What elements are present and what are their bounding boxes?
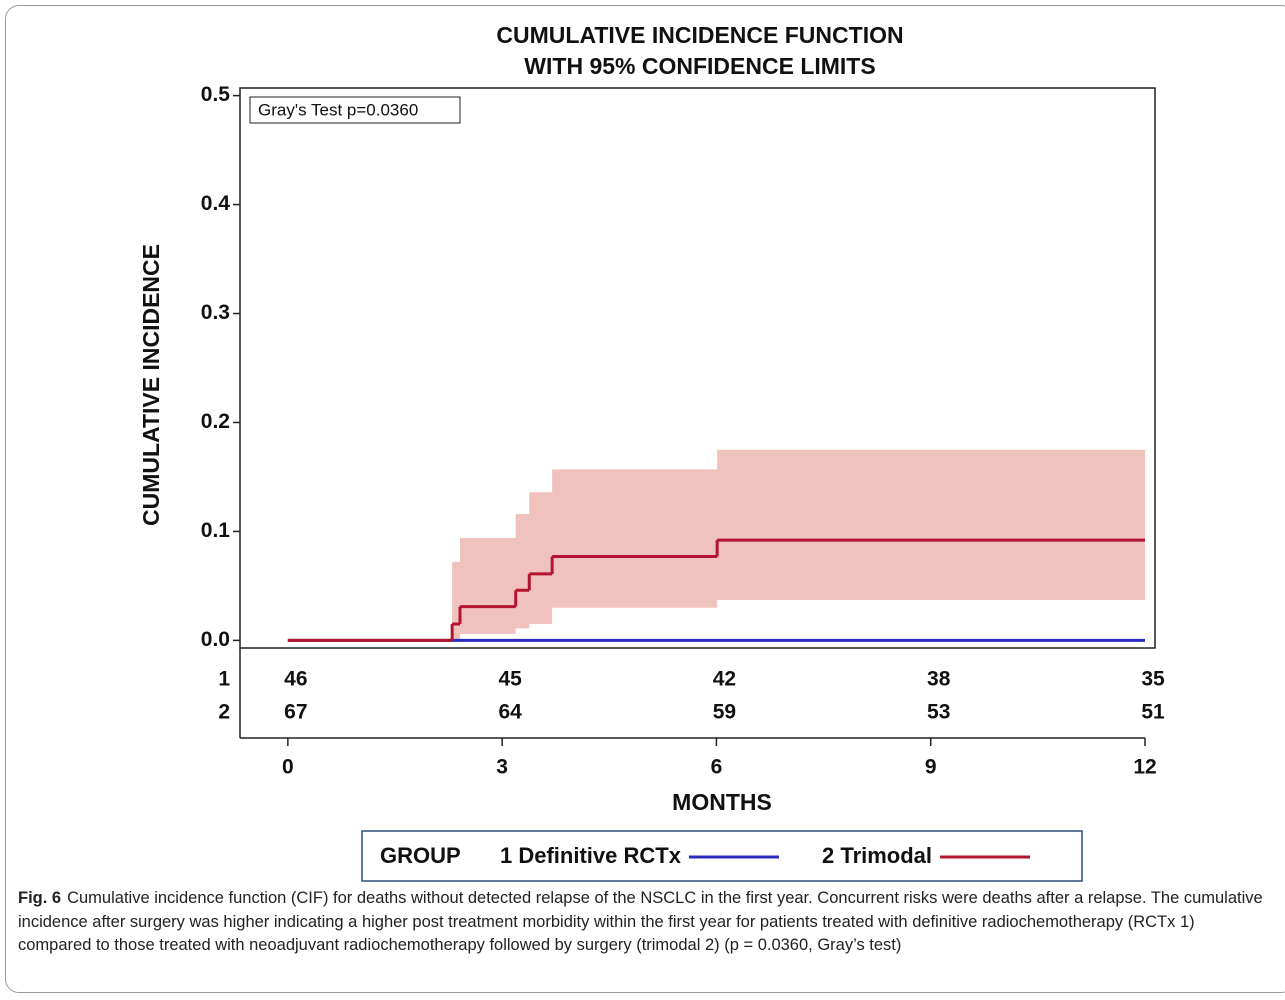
x-tick-label: 6 <box>711 756 723 779</box>
annotation: Gray's Test p=0.0360 <box>258 100 418 119</box>
legend-label: 1 Definitive RCTx <box>500 843 682 868</box>
risk-count: 45 <box>498 668 522 691</box>
y-tick-label: 0.3 <box>201 301 230 324</box>
risk-count: 64 <box>498 701 522 724</box>
x-tick-label: 3 <box>496 756 508 779</box>
risk-count: 38 <box>927 668 951 691</box>
y-tick-label: 0.0 <box>201 628 230 651</box>
caption: Fig. 6 Cumulative incidence function (CIF… <box>18 887 1268 958</box>
legend-title: GROUP <box>380 843 461 868</box>
x-tick-label: 9 <box>925 756 937 779</box>
risk-row-label: 1 <box>218 668 230 691</box>
chart-subtitle: WITH 95% CONFIDENCE LIMITS <box>524 53 875 79</box>
y-tick-label: 0.5 <box>201 83 231 106</box>
risk-count: 51 <box>1141 701 1165 724</box>
risk-row-label: 2 <box>218 701 230 724</box>
plot-frame <box>239 87 1156 649</box>
y-axis-label: CUMULATIVE INCIDENCE <box>138 244 164 526</box>
caption-label: Fig. 6 <box>18 889 62 907</box>
chart-title: CUMULATIVE INCIDENCE FUNCTION <box>496 22 903 48</box>
confidence-band <box>452 449 1146 641</box>
annotation-box <box>249 96 461 124</box>
risk-count: 59 <box>713 701 736 724</box>
legend-label: 2 Trimodal <box>822 843 932 868</box>
y-tick-label: 0.2 <box>201 410 230 433</box>
legend-box <box>361 830 1083 882</box>
x-tick-label: 0 <box>282 756 294 779</box>
risk-count: 53 <box>927 701 950 724</box>
x-axis-label: MONTHS <box>672 789 772 815</box>
risk-count: 67 <box>284 701 307 724</box>
y-tick-label: 0.1 <box>201 519 231 542</box>
risk-count: 42 <box>713 668 736 691</box>
chart: CUMULATIVE INCIDENCE FUNCTION WITH 95% C… <box>138 22 1165 882</box>
y-tick-label: 0.4 <box>201 192 231 215</box>
figure-border <box>5 5 1285 993</box>
x-tick-label: 12 <box>1133 756 1156 779</box>
risk-count: 46 <box>284 668 307 691</box>
caption-text: Cumulative incidence function (CIF) for … <box>18 889 1263 954</box>
risk-count: 35 <box>1141 668 1165 691</box>
